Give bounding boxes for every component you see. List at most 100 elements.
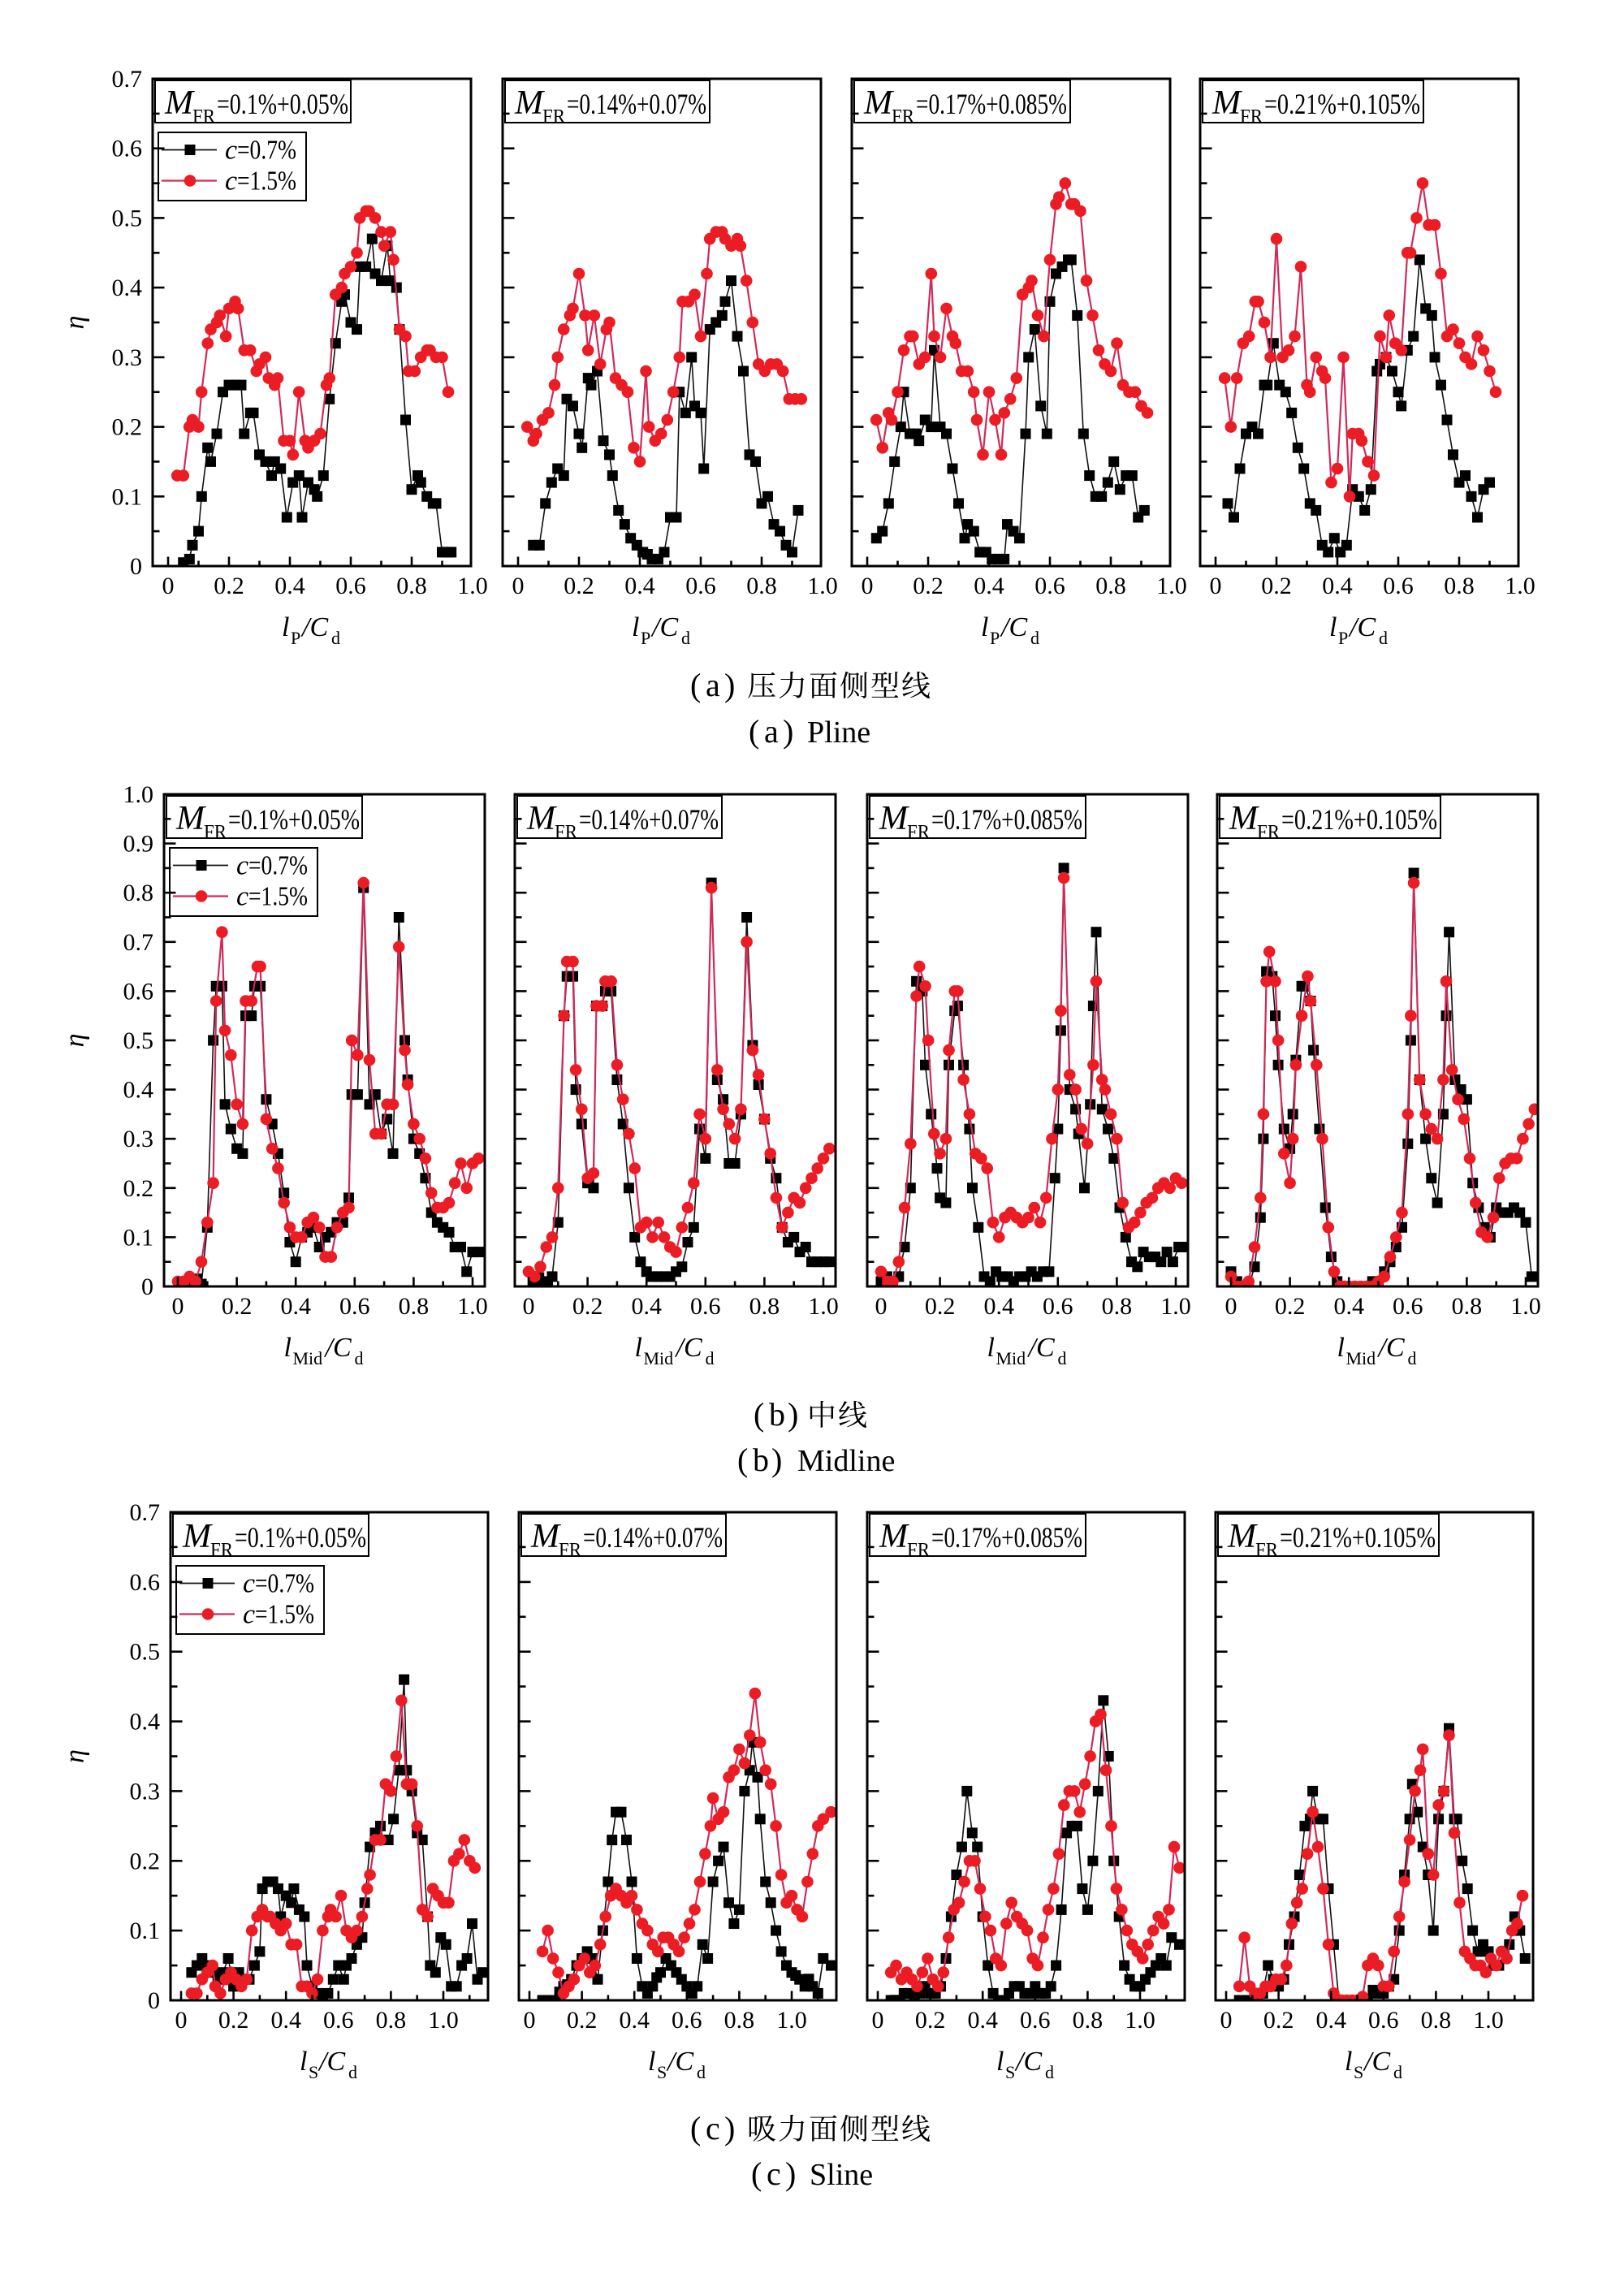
svg-text:=0.17%+0.085%: =0.17%+0.085% [916, 88, 1067, 120]
svg-text:S: S [309, 2062, 318, 2082]
svg-text:0.8: 0.8 [724, 2007, 755, 2034]
svg-text:0.6: 0.6 [1368, 2007, 1399, 2034]
svg-text:0.6: 0.6 [672, 2007, 702, 2034]
svg-text:0.6: 0.6 [323, 2007, 354, 2034]
svg-text:1.0: 1.0 [1125, 2007, 1155, 2034]
svg-text:0.3: 0.3 [112, 344, 143, 371]
svg-text:0.8: 0.8 [1102, 1293, 1133, 1320]
svg-text:Mid: Mid [293, 1348, 323, 1368]
svg-text:a: a [706, 667, 720, 703]
svg-text:0.6: 0.6 [1034, 573, 1065, 599]
svg-text:0.2: 0.2 [218, 2007, 249, 2034]
svg-text:0.2: 0.2 [572, 1293, 603, 1320]
svg-text:0.9: 0.9 [123, 831, 154, 858]
svg-text:l: l [300, 2047, 307, 2077]
svg-text:(: ( [754, 1396, 764, 1433]
svg-text:0: 0 [172, 1293, 184, 1320]
svg-text:/C: /C [1014, 2047, 1042, 2077]
svg-text:d: d [348, 2062, 357, 2082]
svg-text:d: d [681, 628, 690, 648]
svg-text:(: ( [690, 667, 701, 703]
svg-text:0.2: 0.2 [123, 1175, 154, 1202]
svg-text:FR: FR [892, 106, 914, 128]
svg-text:M: M [863, 84, 894, 122]
svg-text:(: ( [749, 713, 759, 750]
svg-text:0.7: 0.7 [112, 66, 143, 93]
svg-text:d: d [1058, 1348, 1067, 1368]
svg-text:0.4: 0.4 [270, 2007, 301, 2034]
svg-text:0.6: 0.6 [1393, 1293, 1423, 1320]
svg-text:0.2: 0.2 [222, 1293, 253, 1320]
svg-text:l: l [996, 2047, 1004, 2077]
svg-text:0.4: 0.4 [974, 573, 1004, 599]
svg-text:): ) [724, 2110, 735, 2146]
svg-text:0: 0 [148, 1987, 160, 2014]
svg-text:FR: FR [1257, 822, 1280, 843]
svg-text:M: M [175, 800, 206, 837]
svg-text:): ) [788, 1396, 798, 1433]
svg-text:M: M [530, 1518, 561, 1555]
svg-text:0.8: 0.8 [1073, 2007, 1104, 2034]
svg-text:S: S [657, 2062, 667, 2082]
svg-text:0: 0 [872, 2007, 884, 2034]
svg-text:c: c [767, 2155, 781, 2192]
svg-text:Mid: Mid [1346, 1348, 1376, 1368]
svg-text:0.4: 0.4 [624, 573, 655, 599]
svg-text:0.4: 0.4 [1315, 2007, 1346, 2034]
svg-text:): ) [783, 713, 793, 750]
svg-text:/C: /C [300, 612, 328, 642]
svg-text:0.2: 0.2 [1263, 2007, 1294, 2034]
svg-text:0.4: 0.4 [274, 573, 305, 599]
svg-text:0.2: 0.2 [913, 573, 944, 599]
svg-text:1.0: 1.0 [1510, 1293, 1541, 1320]
svg-text:0: 0 [524, 2007, 536, 2034]
svg-text:=0.1%+0.05%: =0.1%+0.05% [228, 803, 360, 836]
svg-text:0: 0 [141, 1273, 153, 1300]
svg-text:M: M [879, 1518, 909, 1555]
svg-text:η: η [60, 1034, 90, 1048]
svg-text:0.1: 0.1 [112, 483, 143, 510]
svg-text:=0.14%+0.07%: =0.14%+0.07% [579, 803, 719, 836]
svg-text:0.8: 0.8 [399, 1293, 430, 1320]
svg-text:FR: FR [192, 106, 215, 128]
svg-text:c: c [236, 851, 248, 881]
svg-text:Mid: Mid [644, 1348, 674, 1368]
svg-text:0.4: 0.4 [112, 275, 143, 301]
svg-text:FR: FR [210, 1540, 233, 1561]
svg-text:/C: /C [317, 2047, 345, 2077]
svg-text:/C: /C [1377, 1333, 1405, 1363]
svg-text:1.0: 1.0 [428, 2007, 459, 2034]
svg-text:0.8: 0.8 [749, 1293, 780, 1320]
svg-text:/C: /C [324, 1333, 352, 1363]
svg-text:l: l [284, 1333, 292, 1363]
svg-text:=1.5%: =1.5% [248, 882, 308, 912]
svg-text:=0.7%: =0.7% [248, 851, 308, 881]
svg-text:b: b [753, 1442, 769, 1478]
svg-text:0.4: 0.4 [967, 2007, 998, 2034]
svg-text:0.2: 0.2 [1261, 573, 1292, 599]
svg-text:0.6: 0.6 [335, 573, 366, 599]
svg-text:0.1: 0.1 [123, 1224, 154, 1251]
svg-text:0: 0 [1210, 573, 1222, 599]
svg-text:c: c [706, 2110, 720, 2146]
svg-text:Mid: Mid [996, 1348, 1026, 1368]
svg-text:M: M [526, 800, 557, 837]
svg-text:d: d [1408, 1348, 1417, 1368]
svg-text:0.8: 0.8 [1452, 1293, 1483, 1320]
svg-text:1.0: 1.0 [808, 1293, 839, 1320]
svg-text:=0.1%+0.05%: =0.1%+0.05% [217, 88, 348, 120]
svg-text:FR: FR [1255, 1540, 1278, 1561]
svg-text:FR: FR [542, 106, 565, 128]
svg-text:/C: /C [675, 1333, 702, 1363]
svg-text:1.0: 1.0 [457, 1293, 488, 1320]
svg-text:=0.1%+0.05%: =0.1%+0.05% [235, 1521, 366, 1554]
svg-text:Pline: Pline [807, 715, 870, 750]
svg-text:c: c [236, 882, 248, 912]
svg-text:0.6: 0.6 [339, 1293, 370, 1320]
svg-text:=0.17%+0.085%: =0.17%+0.085% [931, 1521, 1082, 1554]
svg-text:1.0: 1.0 [776, 2007, 807, 2034]
svg-text:1.0: 1.0 [457, 573, 488, 599]
svg-text:0.4: 0.4 [123, 1077, 154, 1104]
svg-text:d: d [1045, 2062, 1054, 2082]
svg-text:1.0: 1.0 [1505, 573, 1535, 599]
